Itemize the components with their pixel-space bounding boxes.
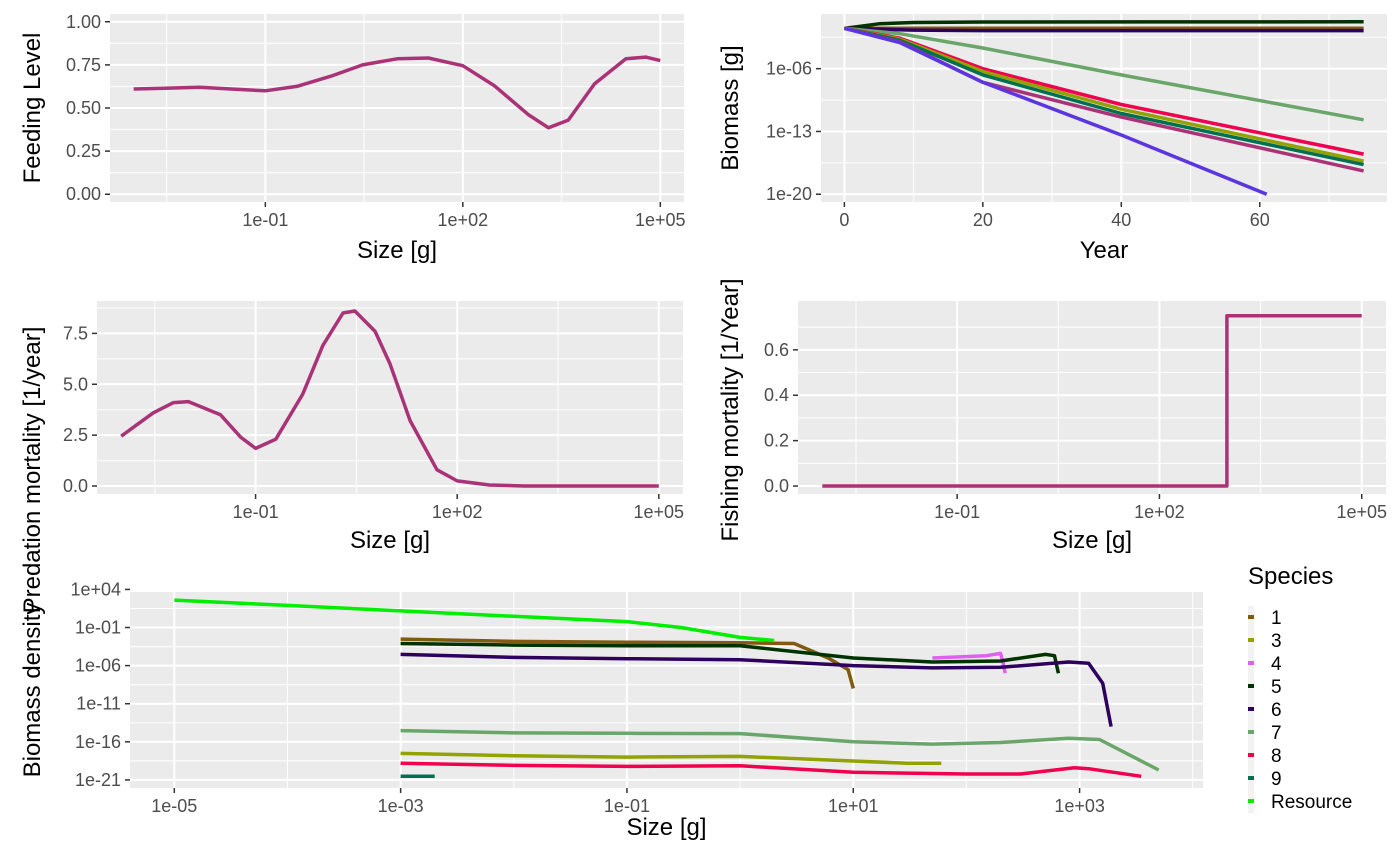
y-tick-label: 1e-13	[766, 121, 812, 141]
y-tick-label: 0.50	[66, 98, 101, 118]
series-line-1	[844, 20, 1364, 31]
y-tick-label: 1e-21	[75, 770, 121, 790]
x-tick-label: 1e-05	[151, 796, 197, 816]
y-tick-label: 1e-01	[75, 618, 121, 638]
x-tick-label: 1e+05	[634, 502, 685, 522]
y-tick-label: 0.0	[764, 476, 789, 496]
legend-title: Species	[1248, 563, 1333, 590]
x-axis-title: Year	[1080, 237, 1129, 264]
series-line-0	[133, 55, 661, 130]
series-line-0	[120, 309, 659, 488]
x-tick-label: 1e-01	[233, 502, 279, 522]
x-tick-label: 1e+05	[635, 210, 686, 230]
predation-mortality-panel: 0.0 2.5 5.0 7.5 1e-01 1e+02 1e+05 Size [g] Preda…	[19, 301, 684, 613]
x-tick-label: 40	[1111, 210, 1131, 230]
legend-label: 6	[1271, 700, 1282, 721]
y-tick-label: 1e-06	[75, 656, 121, 676]
y-axis-title: Feeding Level	[19, 33, 46, 184]
legend-label: Resource	[1271, 792, 1352, 813]
y-tick-label: 2.5	[63, 425, 88, 445]
x-tick-label: 1e+05	[1336, 502, 1387, 522]
legend-label: 3	[1271, 631, 1282, 652]
series-line-0	[822, 314, 1362, 488]
y-tick-label: 0.2	[764, 431, 789, 451]
series-line-8	[843, 26, 1268, 196]
y-tick-label: 1e-16	[75, 732, 121, 752]
x-axis-title: Size [g]	[1052, 527, 1132, 554]
series-line-1	[400, 637, 855, 689]
y-tick-label: 1e-11	[76, 694, 121, 714]
panel-background	[97, 301, 683, 494]
x-tick-label: 1e-01	[242, 210, 288, 230]
x-tick-label: 20	[973, 210, 993, 230]
x-tick-label: 1e-03	[378, 796, 424, 816]
x-tick-label: 1e+02	[438, 210, 489, 230]
y-tick-label: 1e-06	[766, 59, 812, 79]
legend-label: 8	[1271, 746, 1282, 767]
y-tick-label: 0.0	[63, 476, 88, 496]
y-tick-label: 1.00	[66, 12, 101, 32]
y-tick-label: 1e+04	[70, 579, 121, 599]
biomass-density-panel: 1e-21 1e-16 1e-11 1e-06 1e-01 1e+04 1e-05 1e-03…	[19, 579, 1203, 841]
x-tick-label: 1e+02	[432, 502, 483, 522]
x-tick-label: 1e-01	[934, 502, 980, 522]
feeding-level-panel: 0.00 0.25 0.50 0.75 1.00 1e-01 1e+02 1e+05 Size …	[19, 12, 686, 264]
y-tick-label: 7.5	[63, 323, 88, 343]
x-axis-title: Size [g]	[350, 527, 430, 554]
x-tick-label: 0	[839, 210, 849, 230]
biomass-time-panel: 1e-20 1e-13 1e-06 0 20 40 60 Year Biomass [g]	[717, 14, 1387, 264]
x-tick-label: 1e+01	[828, 796, 879, 816]
series-line-5	[400, 641, 1061, 674]
series-line-2	[844, 26, 1364, 33]
y-axis-title: Predation mortality [1/year]	[19, 327, 46, 614]
series-line-7	[400, 728, 1160, 772]
y-tick-label: 0.00	[66, 184, 101, 204]
fishing-mortality-panel: 0.0 0.2 0.4 0.6 1e-01 1e+02 1e+05 Size [g] Fishi…	[717, 278, 1387, 554]
y-tick-label: 5.0	[63, 374, 88, 394]
y-axis-title: Biomass [g]	[717, 45, 744, 170]
legend-label: 4	[1271, 654, 1282, 675]
x-tick-label: 1e-01	[604, 796, 650, 816]
x-axis-title: Size [g]	[357, 237, 437, 264]
x-tick-label: 1e+02	[1134, 502, 1185, 522]
legend-label: 5	[1271, 677, 1282, 698]
y-tick-label: 1e-20	[766, 184, 812, 204]
panel-background	[798, 301, 1386, 494]
y-axis-title: Biomass density	[19, 603, 46, 778]
y-tick-label: 0.25	[66, 141, 101, 161]
series-line-6	[400, 652, 1113, 727]
legend-label: 9	[1271, 769, 1282, 790]
y-tick-label: 0.4	[764, 385, 789, 405]
series-line-8	[400, 761, 1142, 779]
y-tick-label: 0.75	[66, 55, 101, 75]
legend-label: 7	[1271, 723, 1282, 744]
y-tick-label: 0.6	[764, 340, 789, 360]
x-tick-label: 1e+03	[1054, 796, 1105, 816]
series-line-resource	[174, 598, 775, 643]
legend-label: 1	[1271, 608, 1282, 629]
series-line-3	[400, 751, 942, 766]
series-line-3	[844, 26, 1364, 122]
x-axis-title: Size [g]	[626, 814, 706, 841]
x-tick-label: 60	[1250, 210, 1270, 230]
y-axis-title: Fishing mortality [1/Year]	[717, 278, 744, 541]
